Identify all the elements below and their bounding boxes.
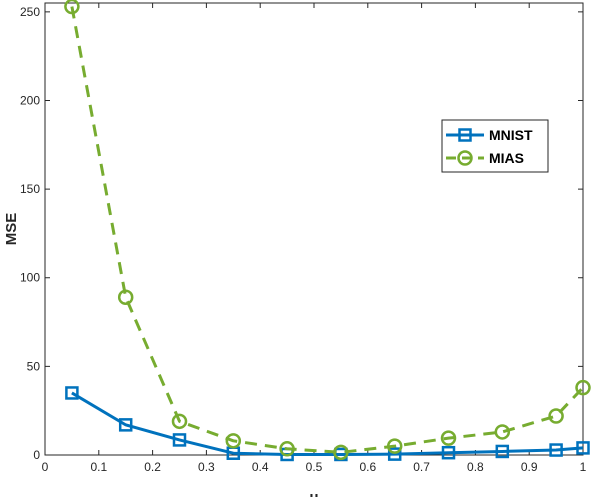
series-line-mias [70, 6, 585, 454]
data-point-mias [64, 0, 80, 15]
x-tick-label: 0.4 [252, 460, 269, 474]
series-mias [64, 0, 591, 461]
y-tick-label: 0 [33, 448, 40, 462]
data-point-mias [386, 438, 403, 454]
x-tick-label: 0.5 [306, 460, 323, 474]
x-tick-label: 0.6 [359, 460, 376, 474]
data-point-mias [333, 444, 349, 461]
data-point-mias [171, 413, 188, 430]
data-point-mias [548, 408, 564, 424]
data-point-mnist [495, 444, 510, 459]
data-point-mias [117, 289, 134, 305]
data-point-mnist [387, 447, 402, 461]
data-point-mias [494, 424, 511, 440]
x-axis-title: μ [309, 489, 318, 497]
x-tick-label: 0.8 [467, 460, 484, 474]
data-point-mias [575, 379, 591, 396]
y-tick-label: 100 [20, 271, 40, 285]
data-point-mias [279, 441, 295, 457]
data-point-mnist [65, 386, 79, 400]
x-tick-label: 0.2 [144, 460, 161, 474]
y-tick-label: 200 [20, 93, 40, 107]
y-axis-title: MSE [3, 213, 20, 246]
data-point-mias [440, 430, 457, 446]
x-tick-label: 0.7 [413, 460, 430, 474]
x-axis: 0 0.1 0.2 0.3 0.4 0.5 0.6 0.7 0.8 0.9 1 [42, 3, 587, 474]
data-point-mnist [441, 445, 456, 460]
data-point-mnist [549, 443, 563, 457]
series-line-mnist [71, 391, 584, 456]
y-tick-label: 50 [27, 359, 41, 373]
legend-label-mias: MIAS [489, 150, 524, 166]
y-axis: 0 50 100 150 200 250 [20, 5, 583, 462]
data-point-mnist [576, 441, 590, 455]
legend-marker-mias [457, 150, 473, 166]
x-tick-label: 0.3 [198, 460, 215, 474]
x-tick-label: 0.9 [521, 460, 538, 474]
series-layer [64, 0, 591, 462]
data-point-mnist [118, 418, 133, 432]
x-tick-label: 1 [580, 460, 587, 474]
y-tick-label: 250 [20, 5, 40, 19]
data-point-mnist [172, 433, 187, 447]
data-point-mias [225, 433, 242, 449]
y-tick-label: 150 [20, 182, 40, 196]
legend-label-mnist: MNIST [489, 127, 533, 143]
legend: MNIST MIAS [441, 119, 549, 173]
legend-marker-mnist [458, 128, 472, 142]
x-tick-label: 0.1 [90, 460, 107, 474]
x-tick-label: 0 [42, 460, 49, 474]
plot-area [44, 2, 584, 456]
